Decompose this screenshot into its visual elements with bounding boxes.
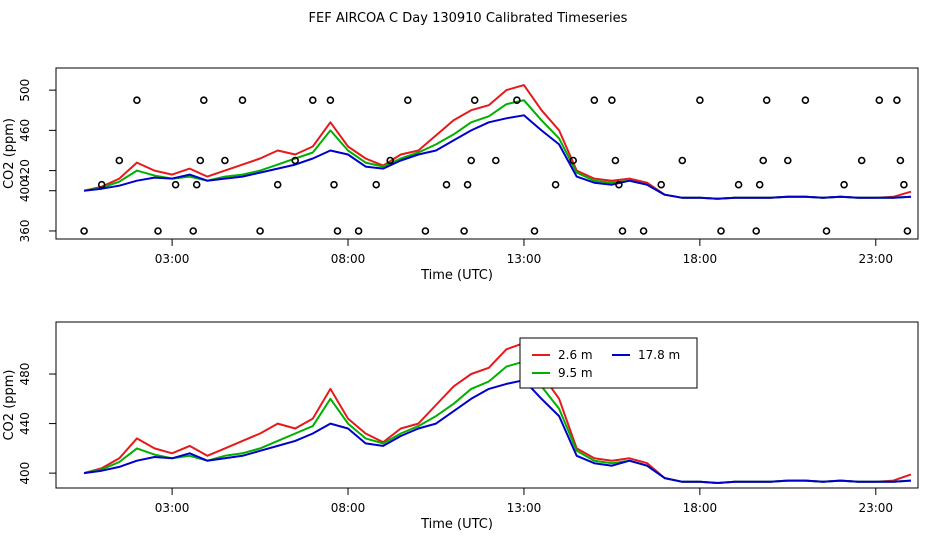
sample-marker	[569, 156, 578, 165]
sample-marker	[801, 96, 810, 104]
y-tick-label: 400	[18, 462, 32, 485]
sample-marker	[372, 180, 381, 189]
sample-marker	[333, 227, 342, 235]
y-tick-label: 360	[18, 219, 32, 242]
plot-frame	[55, 321, 919, 489]
x-tick-label: 13:00	[507, 501, 542, 515]
x-tick-label: 08:00	[331, 252, 366, 266]
x-axis-label: Time (UTC)	[420, 517, 493, 532]
sample-marker	[530, 227, 539, 235]
sample-marker	[80, 227, 88, 235]
sample-marker	[875, 96, 884, 104]
sample-marker	[171, 180, 180, 189]
sample-marker	[115, 156, 124, 165]
sample-marker	[403, 96, 412, 104]
legend-box	[519, 337, 698, 389]
series-line-2-6-m	[83, 84, 912, 200]
legend: 2.6 m 17.8 m 9.5 m	[519, 337, 698, 389]
sample-marker	[470, 96, 479, 104]
sample-marker	[196, 156, 205, 165]
legend-label: 17.8 m	[638, 348, 680, 362]
sample-marker	[717, 227, 725, 235]
sample-marker	[386, 156, 395, 165]
sample-marker	[354, 227, 363, 235]
sample-marker	[154, 227, 162, 235]
y-tick-label: 400	[18, 179, 32, 202]
sample-marker	[896, 156, 905, 165]
sample-marker	[200, 96, 208, 104]
y-axis-label: CO2 (ppm)	[2, 118, 17, 189]
x-tick-label: 18:00	[683, 252, 718, 266]
sample-marker	[513, 96, 521, 104]
sample-marker	[460, 227, 468, 235]
x-tick-label: 23:00	[858, 501, 893, 515]
sample-marker	[551, 180, 560, 189]
sample-marker	[326, 96, 335, 104]
y-tick-label: 460	[18, 119, 32, 142]
sample-marker	[133, 96, 141, 104]
sample-marker	[442, 180, 451, 189]
y-tick-label: 480	[18, 363, 32, 386]
sample-marker	[822, 227, 831, 235]
sample-marker	[221, 156, 229, 165]
sample-marker	[463, 180, 472, 189]
sample-marker	[618, 227, 627, 235]
series-line-17-8-m	[83, 379, 912, 484]
y-tick-label: 500	[18, 79, 32, 102]
sample-marker	[755, 180, 764, 189]
sample-marker	[256, 227, 264, 235]
x-tick-label: 13:00	[507, 252, 542, 266]
sample-marker	[840, 180, 848, 189]
x-tick-label: 03:00	[155, 501, 190, 515]
sample-marker	[238, 96, 247, 104]
sample-marker	[590, 96, 599, 104]
sample-marker	[857, 156, 866, 165]
series-line-9-5-m	[83, 360, 912, 484]
legend-label: 2.6 m	[558, 348, 593, 362]
chart-title: FEF AIRCOA C Day 130910 Calibrated Times…	[309, 11, 628, 26]
sample-marker	[900, 180, 908, 189]
sample-marker	[762, 96, 771, 104]
sample-marker	[696, 96, 704, 104]
sample-marker	[759, 156, 768, 165]
sample-marker	[189, 227, 197, 235]
sample-marker	[97, 180, 106, 189]
sample-marker	[678, 156, 687, 165]
sample-marker	[657, 180, 666, 189]
sample-marker	[734, 180, 743, 189]
sample-marker	[608, 96, 616, 104]
sample-marker	[421, 227, 430, 235]
sample-marker	[291, 156, 300, 165]
x-axis-label: Time (UTC)	[420, 268, 493, 283]
sample-marker	[893, 96, 901, 104]
y-tick-label: 440	[18, 412, 32, 435]
sample-marker	[308, 96, 317, 104]
legend-label: 9.5 m	[558, 366, 593, 380]
sample-marker	[467, 156, 476, 165]
sample-marker	[491, 156, 500, 165]
x-tick-label: 23:00	[858, 252, 893, 266]
y-axis-label: CO2 (ppm)	[2, 369, 17, 440]
sample-marker	[752, 227, 761, 235]
plot-frame	[55, 67, 919, 240]
sample-marker	[611, 156, 620, 165]
x-tick-label: 08:00	[331, 501, 366, 515]
series-line-17-8-m	[83, 114, 912, 200]
sample-marker	[192, 180, 201, 189]
series-line-9-5-m	[83, 99, 912, 200]
sample-marker	[273, 180, 282, 189]
sample-marker	[615, 180, 623, 189]
x-tick-label: 03:00	[155, 252, 190, 266]
x-tick-label: 18:00	[683, 501, 718, 515]
bottom-panel: 03:00 08:00 13:00 18:00 23:00 400 440 480 Time (…	[2, 321, 919, 532]
y-tick-label: 420	[18, 159, 32, 182]
sample-marker	[783, 156, 792, 165]
sample-marker	[639, 227, 648, 235]
sample-marker	[330, 180, 338, 189]
series-line-2-6-m	[83, 342, 912, 484]
sample-marker	[903, 227, 912, 235]
